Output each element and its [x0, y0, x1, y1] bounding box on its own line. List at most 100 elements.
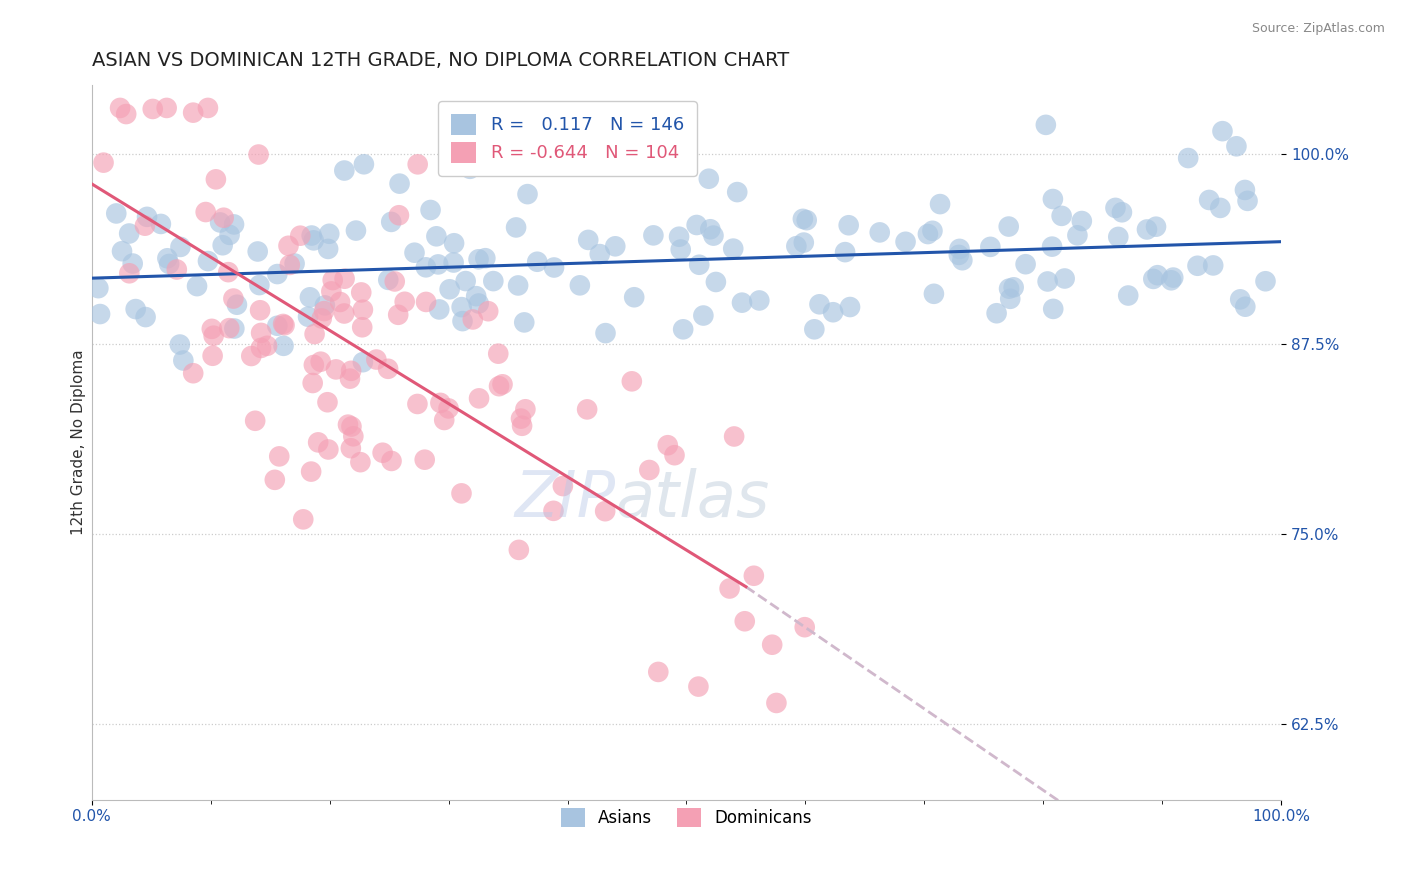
- Point: [543, 504, 565, 518]
- Point: [352, 355, 374, 369]
- Point: [792, 211, 814, 226]
- Point: [1014, 257, 1036, 271]
- Point: [156, 101, 179, 115]
- Point: [834, 245, 856, 260]
- Point: [224, 321, 246, 335]
- Point: [307, 435, 329, 450]
- Point: [181, 366, 204, 380]
- Point: [169, 240, 191, 254]
- Point: [765, 696, 787, 710]
- Point: [922, 286, 945, 301]
- Point: [576, 233, 599, 247]
- Point: [551, 479, 574, 493]
- Point: [425, 229, 447, 244]
- Point: [823, 305, 845, 319]
- Point: [415, 260, 437, 275]
- Point: [277, 239, 299, 253]
- Point: [450, 300, 472, 314]
- Point: [1000, 292, 1022, 306]
- Point: [672, 322, 695, 336]
- Point: [93, 155, 115, 169]
- Point: [593, 504, 616, 518]
- Point: [333, 163, 356, 178]
- Point: [510, 418, 533, 433]
- Point: [486, 346, 509, 360]
- Point: [333, 271, 356, 285]
- Point: [620, 374, 643, 388]
- Point: [222, 292, 245, 306]
- Point: [1225, 139, 1247, 153]
- Point: [429, 396, 451, 410]
- Point: [785, 239, 807, 253]
- Point: [218, 321, 240, 335]
- Point: [349, 455, 371, 469]
- Point: [266, 318, 288, 333]
- Point: [201, 349, 224, 363]
- Point: [342, 429, 364, 443]
- Point: [688, 680, 710, 694]
- Point: [1050, 209, 1073, 223]
- Point: [278, 258, 301, 272]
- Point: [643, 228, 665, 243]
- Point: [377, 273, 399, 287]
- Point: [997, 219, 1019, 234]
- Point: [329, 295, 352, 310]
- Point: [748, 293, 770, 308]
- Point: [247, 147, 270, 161]
- Point: [505, 220, 527, 235]
- Point: [316, 395, 339, 409]
- Point: [1111, 205, 1133, 219]
- Point: [325, 362, 347, 376]
- Point: [437, 401, 460, 416]
- Point: [301, 376, 323, 390]
- Point: [115, 107, 138, 121]
- Point: [808, 297, 831, 311]
- Point: [664, 448, 686, 462]
- Point: [669, 243, 692, 257]
- Point: [134, 219, 156, 233]
- Point: [387, 308, 409, 322]
- Point: [477, 304, 499, 318]
- Point: [249, 303, 271, 318]
- Point: [298, 290, 321, 304]
- Point: [380, 215, 402, 229]
- Point: [108, 101, 131, 115]
- Point: [371, 446, 394, 460]
- Point: [986, 306, 1008, 320]
- Point: [1040, 239, 1063, 253]
- Point: [1209, 201, 1232, 215]
- Point: [793, 235, 815, 250]
- Point: [605, 239, 627, 253]
- Point: [388, 208, 411, 222]
- Point: [761, 638, 783, 652]
- Point: [1053, 271, 1076, 285]
- Point: [515, 402, 537, 417]
- Y-axis label: 12th Grade, No Diploma: 12th Grade, No Diploma: [72, 350, 86, 535]
- Point: [1177, 151, 1199, 165]
- Point: [1146, 268, 1168, 283]
- Point: [388, 177, 411, 191]
- Point: [734, 614, 756, 628]
- Point: [339, 371, 361, 385]
- Point: [488, 379, 510, 393]
- Point: [1066, 228, 1088, 243]
- Point: [869, 226, 891, 240]
- Point: [742, 568, 765, 582]
- Point: [1036, 275, 1059, 289]
- Point: [451, 314, 474, 328]
- Point: [793, 620, 815, 634]
- Text: atlas: atlas: [614, 468, 769, 531]
- Point: [1211, 124, 1233, 138]
- Point: [1202, 259, 1225, 273]
- Point: [427, 302, 450, 317]
- Point: [246, 244, 269, 259]
- Point: [340, 364, 363, 378]
- Point: [589, 116, 612, 130]
- Point: [917, 227, 939, 241]
- Point: [1161, 270, 1184, 285]
- Point: [439, 282, 461, 296]
- Point: [1142, 272, 1164, 286]
- Point: [1160, 273, 1182, 287]
- Point: [510, 411, 533, 425]
- Point: [433, 413, 456, 427]
